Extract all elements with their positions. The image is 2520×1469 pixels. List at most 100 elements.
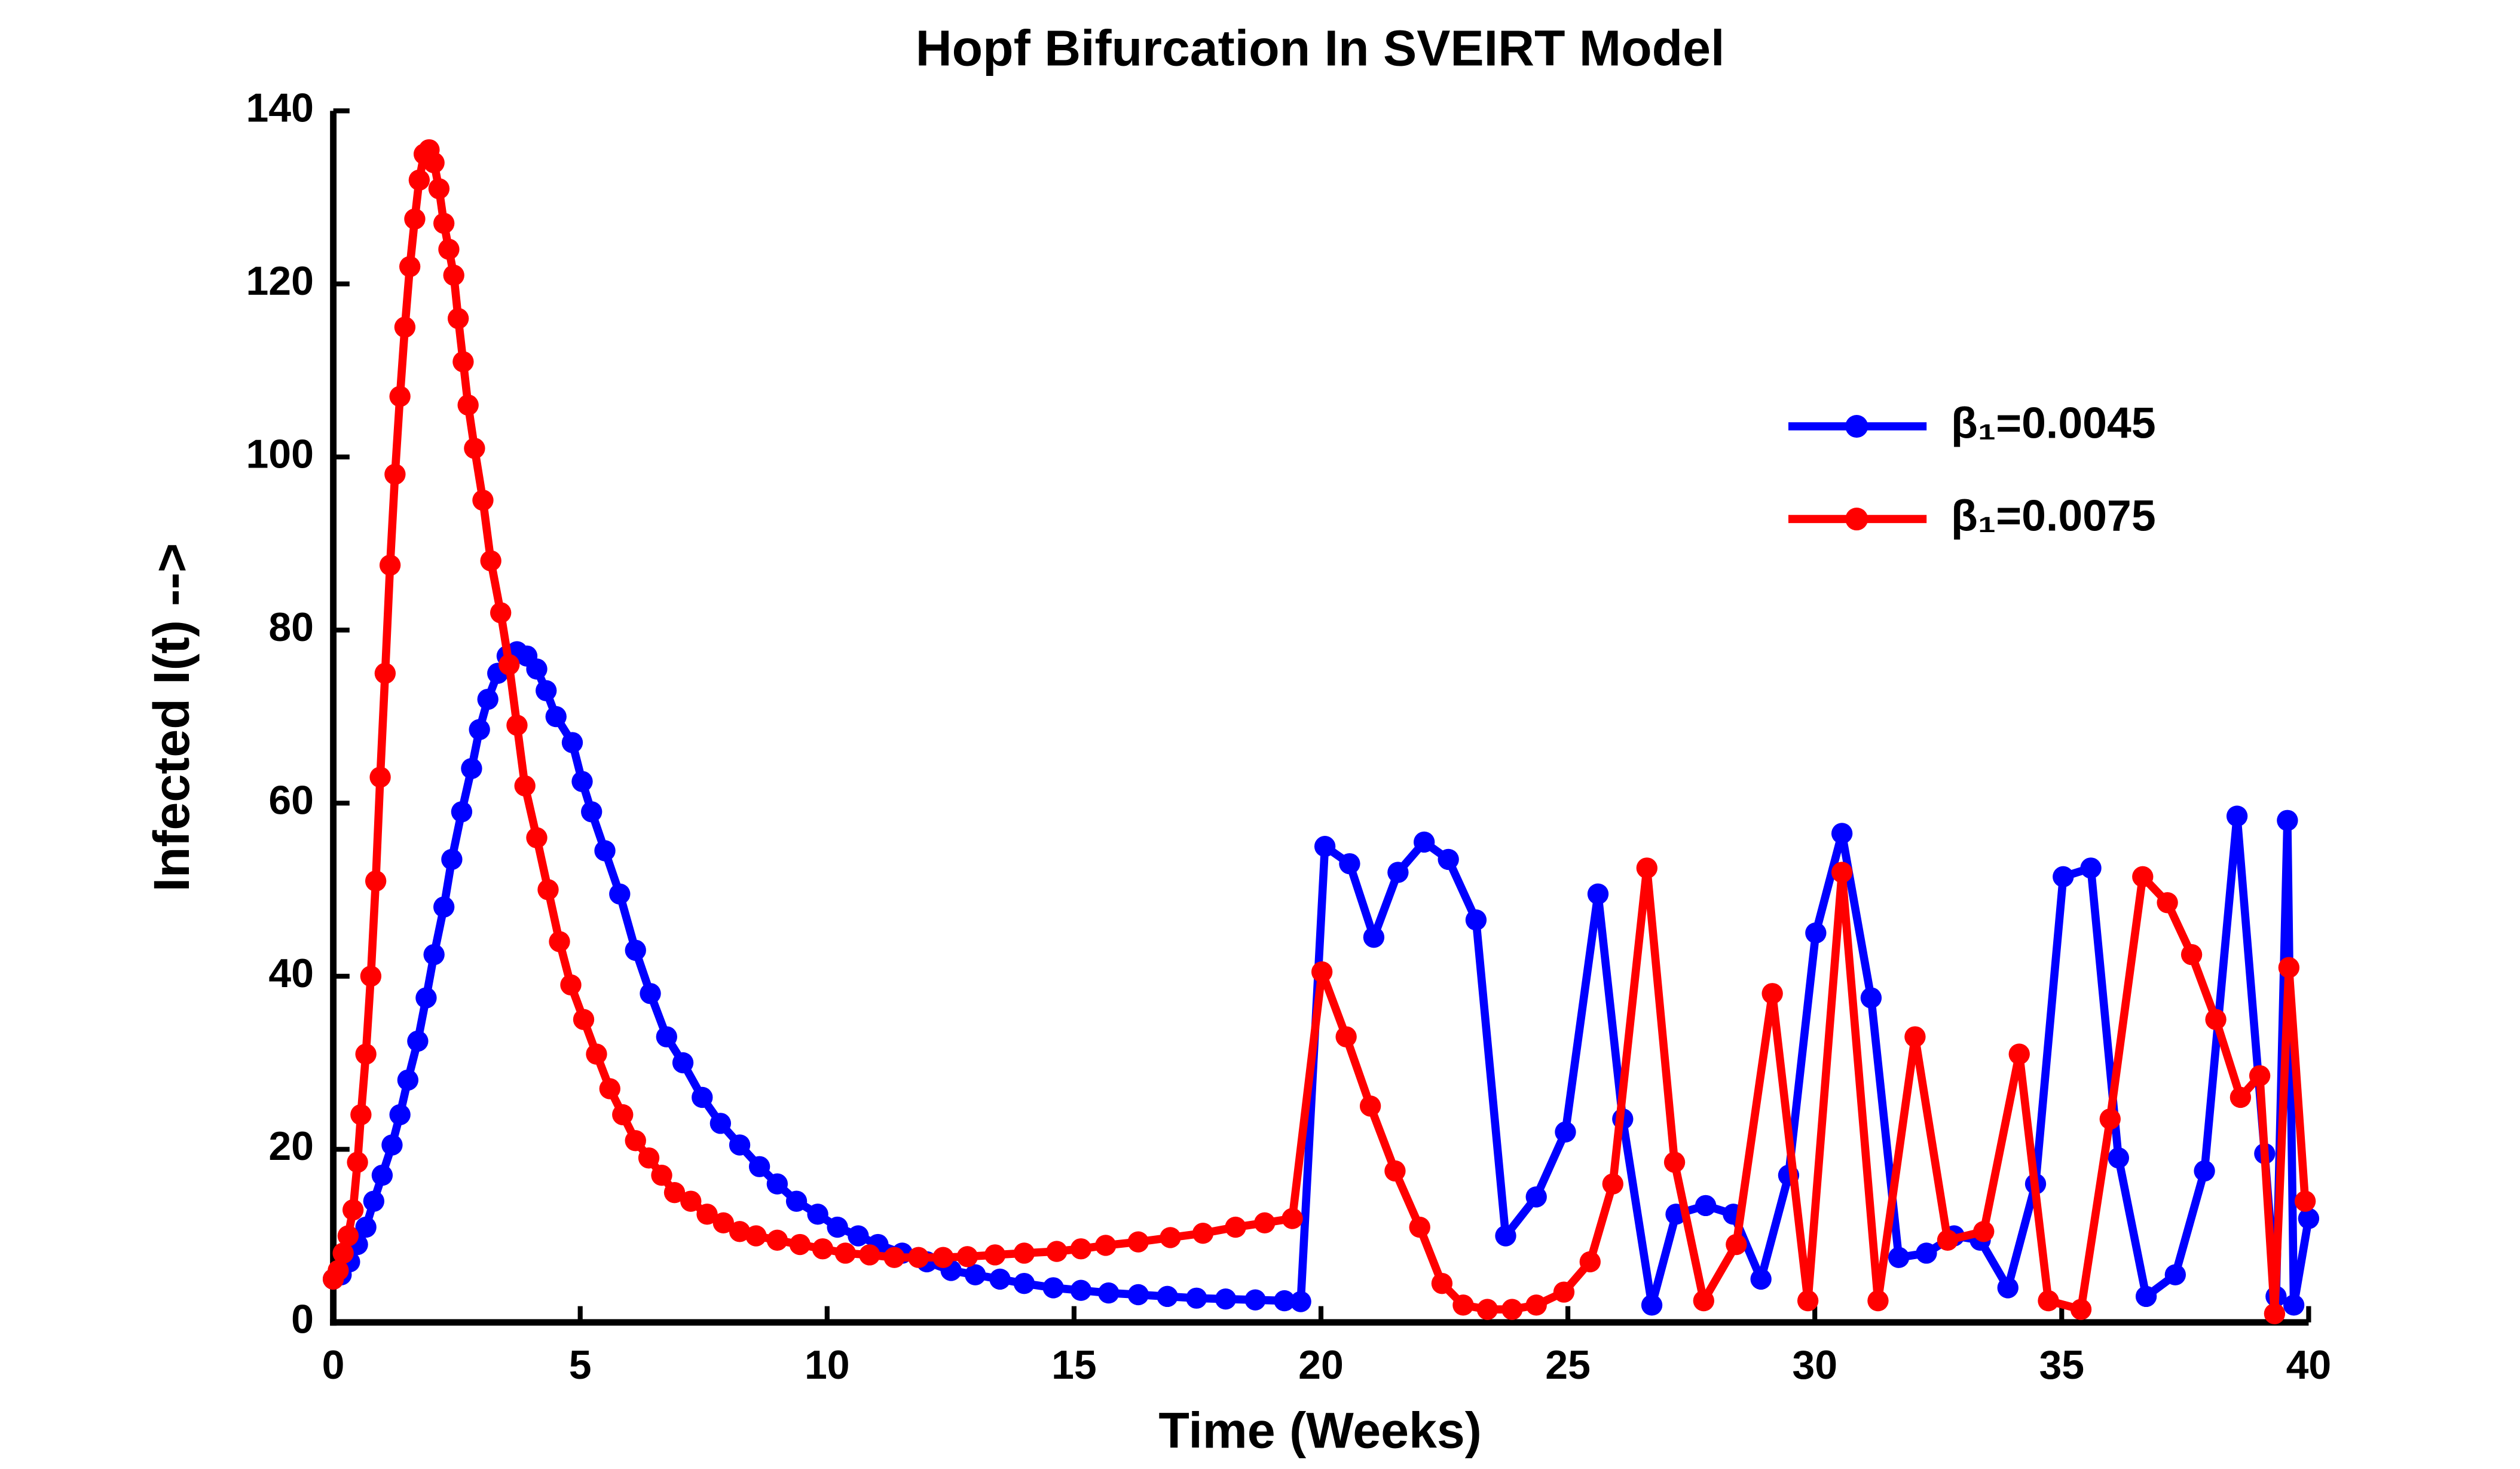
data-point — [581, 801, 603, 823]
data-point — [964, 1264, 986, 1285]
data-point — [680, 1190, 702, 1212]
y-tick-label: 20 — [268, 1123, 314, 1169]
data-point — [2226, 805, 2248, 827]
data-point — [490, 602, 512, 624]
data-point — [745, 1225, 767, 1247]
data-point — [443, 264, 464, 286]
data-point — [663, 1181, 686, 1204]
x-tick-label: 20 — [1298, 1342, 1344, 1388]
data-point — [526, 658, 548, 680]
data-point — [438, 239, 460, 260]
data-point — [1750, 1268, 1772, 1290]
data-point — [2108, 1147, 2129, 1169]
data-point — [1070, 1279, 1092, 1301]
data-point — [1695, 1195, 1717, 1217]
data-point — [1797, 1290, 1819, 1312]
data-point — [1726, 1233, 1747, 1256]
data-point — [883, 1247, 905, 1268]
data-point — [1160, 1227, 1181, 1248]
data-point — [441, 848, 463, 871]
data-point — [2230, 1086, 2252, 1108]
data-point — [1311, 961, 1333, 983]
data-point — [586, 1043, 607, 1065]
data-point — [696, 1204, 718, 1225]
data-point — [433, 212, 455, 234]
data-point — [1476, 1299, 1498, 1320]
data-point — [729, 1134, 751, 1156]
data-point — [807, 1204, 828, 1225]
data-point — [2180, 943, 2203, 966]
data-point — [848, 1225, 869, 1247]
data-point — [599, 1078, 620, 1100]
data-point — [2008, 1043, 2030, 1065]
data-point — [1465, 909, 1487, 931]
data-point — [1555, 1121, 1576, 1143]
data-point — [1335, 1026, 1357, 1047]
data-point — [407, 1030, 429, 1052]
y-tick-label: 100 — [246, 431, 313, 477]
data-point — [469, 719, 490, 740]
data-point — [408, 169, 430, 191]
data-point — [2135, 1285, 2157, 1308]
x-tick-label: 5 — [569, 1342, 592, 1388]
y-tick-label: 0 — [291, 1297, 314, 1342]
data-point — [360, 966, 382, 987]
data-point — [1282, 1208, 1303, 1229]
data-point — [2294, 1190, 2316, 1212]
data-point — [1363, 926, 1385, 948]
data-point — [423, 943, 445, 966]
data-point — [1663, 1152, 1686, 1173]
data-point — [394, 316, 416, 338]
data-point — [1013, 1242, 1035, 1264]
data-point — [561, 732, 583, 753]
x-tick-label: 30 — [1792, 1342, 1837, 1388]
data-point — [1587, 883, 1609, 905]
data-point — [1359, 1095, 1381, 1117]
data-point — [984, 1244, 1006, 1266]
data-point — [428, 178, 450, 200]
data-point — [381, 1134, 403, 1156]
data-point — [433, 896, 455, 918]
data-point — [389, 386, 411, 407]
data-point — [1274, 1290, 1295, 1312]
data-point — [404, 208, 426, 230]
data-point — [1339, 853, 1360, 875]
data-point — [526, 827, 548, 848]
data-point — [2298, 1208, 2320, 1229]
data-point — [1254, 1212, 1276, 1234]
x-tick-label: 15 — [1051, 1342, 1097, 1388]
data-point — [2205, 1009, 2227, 1030]
data-point — [2264, 1303, 2286, 1324]
data-point — [477, 688, 499, 710]
data-point — [536, 680, 557, 701]
data-point — [1192, 1223, 1214, 1244]
data-point — [1413, 831, 1435, 853]
data-point — [709, 1113, 732, 1134]
data-point — [748, 1156, 770, 1177]
data-point — [989, 1268, 1011, 1290]
chart-title: Hopf Bifurcation In SVEIRT Model — [916, 20, 1725, 77]
data-point — [1438, 848, 1459, 871]
y-tick-label: 80 — [268, 604, 314, 650]
data-point — [1013, 1272, 1035, 1294]
y-tick-label: 120 — [246, 258, 313, 304]
data-point — [371, 1165, 393, 1186]
data-point — [2277, 810, 2298, 831]
data-point — [355, 1216, 377, 1238]
data-point — [2132, 866, 2154, 888]
data-point — [609, 883, 631, 905]
series — [322, 139, 2316, 1324]
data-point — [571, 771, 593, 792]
data-point — [1916, 1242, 1937, 1264]
data-point — [956, 1246, 978, 1268]
data-point — [1409, 1216, 1430, 1238]
data-point — [2099, 1108, 2121, 1130]
data-point — [560, 974, 582, 995]
data-point — [1046, 1241, 1068, 1262]
data-point — [656, 1026, 677, 1047]
x-tick-label: 25 — [1545, 1342, 1591, 1388]
data-point — [692, 1086, 713, 1108]
data-point — [451, 801, 473, 823]
data-point — [1186, 1287, 1207, 1309]
